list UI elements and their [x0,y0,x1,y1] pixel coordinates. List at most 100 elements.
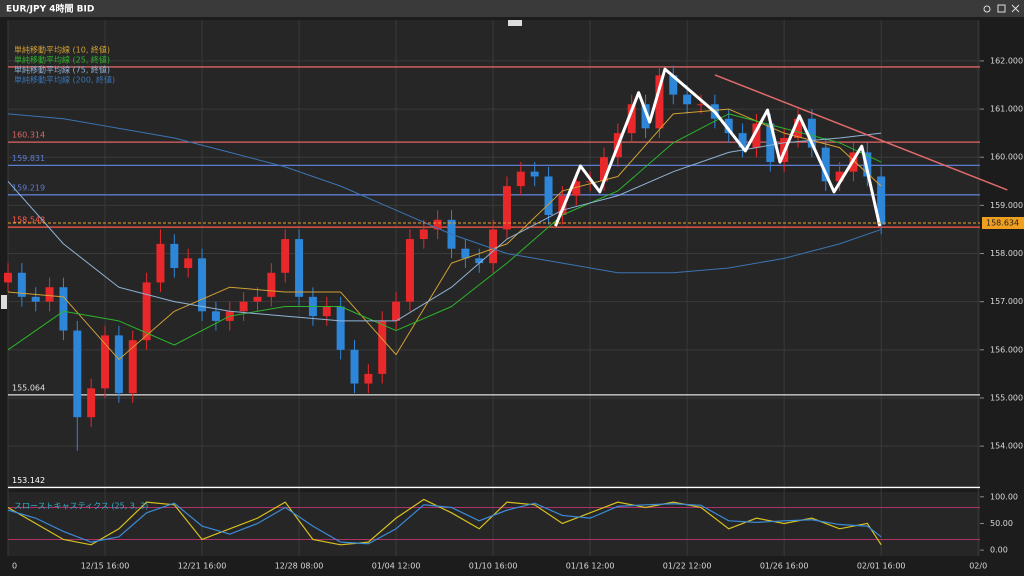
candle-body [877,176,886,225]
x-tick-label: 12/28 08:00 [275,562,324,571]
y-tick-label: 160.000 [990,153,1023,162]
level-label: 153.142 [12,476,45,485]
y-tick-label: 100.00 [990,492,1018,501]
candle-body [156,243,165,283]
legend-entry: 単純移動平均線 (25, 終値) [14,55,110,65]
y-tick-label: 156.000 [990,345,1023,354]
candle-body [821,147,830,182]
candle-body [87,388,96,418]
level-label: 158.548 [12,216,45,225]
window-title: EUR/JPY 4時間 BID [6,3,94,15]
candle-body [516,171,525,187]
candle-body [724,118,733,134]
candle-body [198,258,207,312]
candle-body [281,239,290,273]
current-price-label: 158.634 [986,218,1019,227]
candle-body [101,335,110,389]
trend-drawing [554,67,882,227]
level-label: 160.314 [12,131,45,140]
moving-average [7,113,882,274]
candle-body [267,272,276,297]
candle-body [73,330,82,418]
trend-drawing [714,74,1008,191]
candle-body [599,157,608,182]
x-tick-label: 12/21 16:00 [178,562,227,571]
y-tick-label: 162.000 [990,56,1023,65]
x-tick-label: 01/26 16:00 [760,562,809,571]
candle-body [114,335,123,394]
side-toggle[interactable] [1,295,7,309]
candle-body [392,301,401,321]
candle-body [405,239,414,302]
oscillator-line [7,502,882,545]
title-bar [0,0,1024,17]
candle-body [807,118,816,148]
candle-body [170,243,179,268]
candle-body [295,239,304,297]
candle-body [641,104,650,129]
x-tick-label: 12/15 16:00 [81,562,130,571]
y-tick-label: 50.00 [990,519,1013,528]
oscillator-title: スローストキャスティクス (25, 3, 3) [14,502,148,511]
candle-body [59,287,68,331]
current-price-box [982,216,1024,229]
x-tick-label: 01/16 12:00 [566,562,615,571]
candle-body [530,171,539,177]
candle-body [211,311,220,321]
moving-average [7,108,882,360]
candle-body [253,296,262,302]
candle-body [128,340,137,394]
candle-body [475,258,484,264]
candle-body [378,320,387,374]
candle-body [655,75,664,129]
candle-body [794,118,803,138]
candle-body [502,186,511,230]
help-button[interactable] [983,5,991,13]
moving-average [7,113,882,351]
y-tick-label: 155.000 [990,393,1023,402]
candle-body [489,229,498,264]
x-tick-label: 01/04 12:00 [372,562,421,571]
candle-body [31,296,40,302]
maximize-button[interactable] [997,4,1006,13]
candle-body [544,176,553,215]
candle-body [364,373,373,384]
y-tick-label: 0.00 [990,546,1008,555]
x-tick-label: 0 [12,562,17,571]
candle-body [461,248,470,259]
x-tick-label: 02/01 16:00 [857,562,906,571]
candle-body [184,258,193,268]
y-tick-label: 159.000 [990,201,1023,210]
window-buttons[interactable] [983,4,1020,13]
candle-body [572,181,581,196]
candle-body [683,94,692,105]
candle-body [669,75,678,95]
candle-body [419,229,428,240]
candle-body [142,282,151,341]
candle-body [738,133,747,148]
candle-body [17,272,26,297]
level-label: 155.064 [12,383,45,392]
candle-body [4,272,12,283]
y-tick-label: 157.000 [990,297,1023,306]
close-button[interactable] [1011,4,1020,13]
level-label: 159.219 [12,183,45,192]
candle-body [322,306,331,317]
legend-entry: 単純移動平均線 (75, 終値) [14,65,110,75]
candle-body [835,171,844,182]
candle-body [350,349,359,384]
candle-body [558,195,567,215]
panel-toggle[interactable] [508,20,522,26]
legend-entry: 単純移動平均線 (200, 終値) [14,75,115,85]
level-label: 159.831 [12,154,45,163]
oscillator-plot [8,492,980,556]
y-tick-label: 161.000 [990,105,1023,114]
candle-body [766,123,775,163]
candle-body [45,287,54,302]
legend-entry: 単純移動平均線 (10, 終値) [14,45,110,55]
candle-body [433,219,442,230]
candle-body [627,104,636,134]
candle-body [336,306,345,350]
